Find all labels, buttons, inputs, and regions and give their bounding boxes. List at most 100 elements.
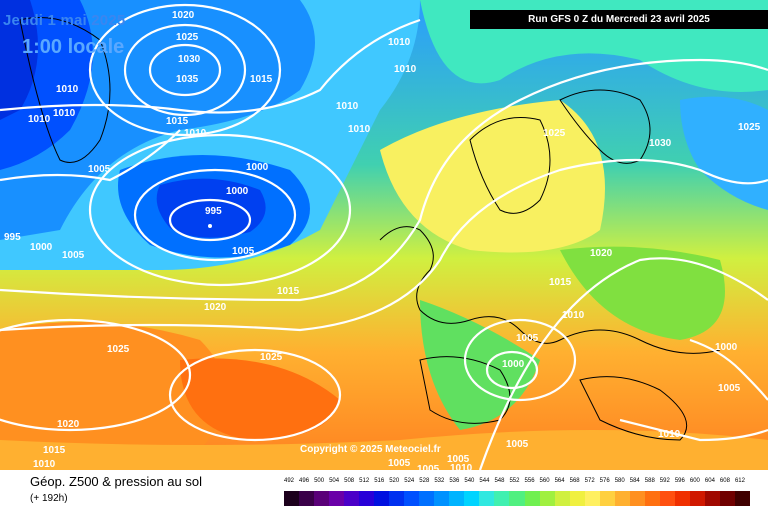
scale-swatch: [644, 491, 660, 506]
scale-swatch: [344, 491, 360, 506]
isobar-label: 1005: [506, 439, 529, 450]
isobar-label: 1005: [62, 250, 85, 261]
isobar-label: 1005: [232, 246, 255, 257]
isobar-label: 1000: [246, 162, 269, 173]
low-pressure-center: [156, 178, 266, 238]
copyright-notice: Copyright © 2025 Meteociel.fr: [300, 444, 441, 455]
scale-tick-label: 516: [374, 478, 385, 484]
scale-swatch: [539, 491, 555, 506]
isobar-label: 1025: [738, 122, 761, 133]
scale-tick-label: 588: [644, 478, 655, 484]
isobar-label: 1010: [28, 114, 51, 125]
isobar-label: 1025: [176, 32, 199, 43]
isobar-label: 1010: [450, 463, 473, 470]
isobar-label: 1005: [718, 383, 741, 394]
scale-tick-label: 580: [614, 478, 625, 484]
scale-tick-label: 604: [704, 478, 715, 484]
scale-swatch: [494, 491, 510, 506]
coastlines: [19, 17, 721, 441]
scale-tick-label: 584: [629, 478, 640, 484]
isobar-label: 1005: [88, 164, 111, 175]
scale-tick-label: 504: [329, 478, 340, 484]
legend-title: Géop. Z500 & pression au sol: [30, 474, 202, 489]
scale-swatch: [449, 491, 465, 506]
scale-swatch: [614, 491, 630, 506]
run-banner: Run GFS 0 Z du Mercredi 23 avril 2025: [470, 10, 768, 29]
isobar-label: 995: [205, 206, 222, 217]
isobar-label: 1010: [56, 84, 79, 95]
scale-swatch: [389, 491, 405, 506]
isobar-label: 1015: [250, 74, 273, 85]
isobar-label: 1010: [33, 459, 56, 470]
z500-band-yellow: [380, 100, 605, 253]
scale-swatch: [464, 491, 480, 506]
z500-band-blue-east: [680, 96, 768, 210]
z500-band-orange-south: [0, 430, 768, 470]
scale-tick-label: 512: [359, 478, 370, 484]
isobar-label: 1030: [649, 138, 672, 149]
scale-tick-label: 596: [674, 478, 685, 484]
scale-swatch: [629, 491, 645, 506]
scale-swatch: [434, 491, 450, 506]
isobar-label: 1010: [53, 108, 76, 119]
scale-tick-label: 576: [599, 478, 610, 484]
isobar-label: 1010: [348, 124, 371, 135]
isobar-label: 1015: [166, 116, 189, 127]
isobar-label: 1010: [184, 128, 207, 139]
scale-swatch: [674, 491, 690, 506]
isobars: [0, 3, 768, 470]
z500-band-red-orange: [180, 358, 340, 440]
scale-swatch: [359, 491, 375, 506]
scale-tick-label: 508: [344, 478, 355, 484]
scale-tick-label: 600: [689, 478, 700, 484]
isobar-label: 1020: [204, 302, 227, 313]
scale-tick-label: 520: [389, 478, 400, 484]
weather-map: 1020 1025 1030 1035 1015 1010 1010 1010 …: [0, 0, 768, 470]
scale-tick-label: 552: [509, 478, 520, 484]
isobar-labels: 1020 1025 1030 1035 1015 1010 1010 1010 …: [4, 10, 761, 470]
scale-swatch: [524, 491, 540, 506]
scale-tick-label: 608: [719, 478, 730, 484]
isobar-label: 1010: [394, 64, 417, 75]
isobar-label: 1025: [107, 344, 130, 355]
scale-swatch: [584, 491, 600, 506]
isobar-label: 1005: [447, 454, 470, 465]
scale-swatch: [284, 491, 300, 506]
scale-tick-label: 568: [569, 478, 580, 484]
scale-tick-label: 500: [314, 478, 325, 484]
scale-tick-label: 524: [404, 478, 415, 484]
isobar-label: 1000: [226, 186, 249, 197]
scale-swatch: [554, 491, 570, 506]
scale-swatch: [689, 491, 705, 506]
scale-swatch: [419, 491, 435, 506]
isobar-label: 1015: [549, 277, 572, 288]
isobar-label: 1010: [658, 429, 681, 440]
color-scale-bar: [284, 491, 750, 506]
isobar-label: 1005: [516, 333, 539, 344]
scale-tick-label: 592: [659, 478, 670, 484]
scale-tick-label: 612: [734, 478, 745, 484]
isobar-label: 1030: [178, 54, 201, 65]
isobar-label: 1010: [388, 37, 411, 48]
isobar-label: 1015: [43, 445, 66, 456]
scale-tick-label: 564: [554, 478, 565, 484]
isobar-label: 1010: [336, 101, 359, 112]
scale-swatch: [314, 491, 330, 506]
isobar-label: 1000: [30, 242, 53, 253]
low-center-marker: [208, 224, 212, 228]
scale-swatch: [599, 491, 615, 506]
scale-tick-label: 532: [434, 478, 445, 484]
scale-swatch: [329, 491, 345, 506]
isobar-label: 1005: [417, 464, 440, 470]
isobar-label: 1015: [277, 286, 300, 297]
scale-swatch: [404, 491, 420, 506]
scale-tick-label: 496: [299, 478, 310, 484]
isobar-label: 1020: [590, 248, 613, 259]
legend-subtitle: (+ 192h): [30, 493, 68, 504]
scale-tick-label: 560: [539, 478, 550, 484]
z500-band-darkest-blue: [0, 0, 38, 120]
scale-swatch: [734, 491, 750, 506]
scale-swatch: [479, 491, 495, 506]
isobar-label: 1025: [543, 128, 566, 139]
